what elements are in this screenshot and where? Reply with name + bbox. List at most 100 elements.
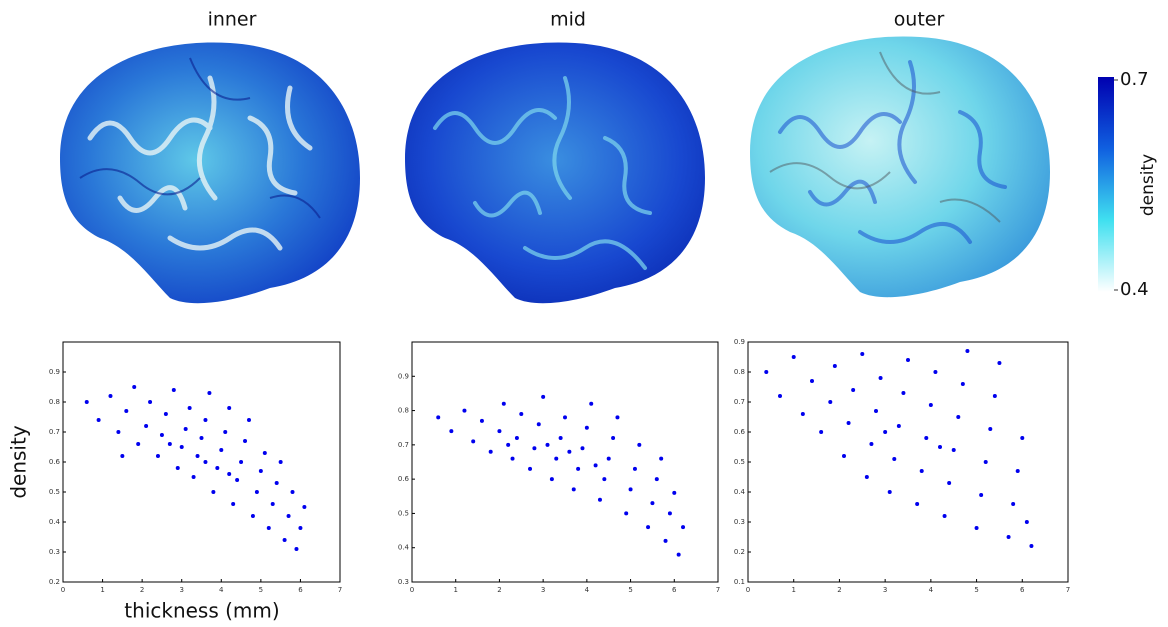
point bbox=[800, 412, 805, 416]
y-tick-label: 0.6 bbox=[734, 428, 746, 436]
point bbox=[584, 425, 589, 430]
point bbox=[1015, 469, 1020, 473]
point bbox=[270, 502, 275, 506]
point bbox=[676, 552, 681, 557]
point bbox=[571, 487, 576, 492]
point bbox=[246, 418, 251, 422]
y-tick-label: 0.8 bbox=[49, 398, 60, 406]
point bbox=[488, 449, 493, 454]
x-tick-label: 0 bbox=[410, 586, 414, 594]
point bbox=[606, 456, 611, 461]
point bbox=[479, 418, 484, 423]
y-tick-label: 0.4 bbox=[398, 544, 410, 552]
point bbox=[654, 477, 659, 482]
point bbox=[144, 424, 149, 428]
point bbox=[933, 370, 938, 374]
point bbox=[869, 442, 874, 446]
point bbox=[659, 456, 664, 461]
y-tick-label: 0.9 bbox=[734, 338, 745, 346]
x-tick-label: 3 bbox=[179, 586, 183, 594]
point bbox=[906, 358, 910, 362]
x-tick-label: 7 bbox=[338, 586, 342, 594]
point bbox=[810, 379, 814, 383]
point bbox=[597, 497, 602, 502]
point bbox=[298, 526, 303, 530]
y-tick-label: 0.6 bbox=[398, 475, 410, 483]
point bbox=[148, 400, 153, 404]
y-tick-label: 0.3 bbox=[398, 578, 409, 586]
y-tick-label: 0.3 bbox=[49, 548, 60, 556]
y-tick-label: 0.7 bbox=[49, 428, 60, 436]
point bbox=[1029, 544, 1034, 548]
y-tick-label: 0.7 bbox=[734, 398, 745, 406]
point bbox=[471, 439, 476, 444]
point bbox=[159, 433, 164, 437]
point bbox=[219, 448, 224, 452]
colorbar bbox=[1098, 77, 1114, 292]
colorbar-tick-label: 0.4 bbox=[1120, 279, 1149, 300]
point bbox=[290, 490, 295, 494]
point bbox=[979, 493, 984, 497]
point bbox=[1020, 436, 1025, 440]
point bbox=[116, 430, 121, 434]
point bbox=[545, 442, 550, 447]
point bbox=[203, 460, 208, 464]
point bbox=[124, 409, 129, 413]
point bbox=[179, 445, 184, 449]
point bbox=[924, 436, 929, 440]
point bbox=[274, 481, 279, 485]
x-tick-label: 2 bbox=[837, 586, 841, 594]
point bbox=[231, 502, 236, 506]
point bbox=[576, 466, 581, 471]
point bbox=[681, 525, 686, 530]
point bbox=[302, 505, 307, 509]
point bbox=[832, 364, 837, 368]
point bbox=[215, 466, 220, 470]
x-tick-label: 0 bbox=[61, 586, 65, 594]
point bbox=[965, 349, 970, 353]
point bbox=[163, 412, 168, 416]
point bbox=[860, 352, 865, 356]
point bbox=[646, 525, 651, 530]
point bbox=[956, 415, 961, 419]
point bbox=[243, 439, 248, 443]
point bbox=[974, 526, 979, 530]
plot-frame bbox=[62, 341, 341, 583]
point bbox=[624, 511, 629, 516]
point bbox=[175, 466, 180, 470]
point bbox=[227, 472, 232, 476]
point bbox=[672, 490, 677, 495]
point bbox=[628, 487, 633, 492]
x-tick-label: 0 bbox=[746, 586, 750, 594]
point bbox=[928, 403, 933, 407]
point bbox=[536, 422, 541, 427]
point bbox=[497, 429, 502, 434]
point bbox=[195, 454, 200, 458]
x-tick-label: 5 bbox=[259, 586, 263, 594]
x-tick-label: 5 bbox=[628, 586, 632, 594]
scatter-points bbox=[436, 394, 686, 557]
point bbox=[915, 502, 920, 506]
point bbox=[593, 463, 598, 468]
point bbox=[558, 436, 563, 440]
x-tick-label: 6 bbox=[298, 586, 303, 594]
point bbox=[650, 501, 655, 506]
point bbox=[1006, 535, 1011, 539]
point bbox=[632, 466, 637, 471]
x-tick-label: 6 bbox=[672, 586, 677, 594]
panel-title: mid bbox=[550, 9, 586, 31]
y-tick-label: 0.5 bbox=[398, 509, 409, 517]
point bbox=[992, 394, 997, 398]
y-tick-label: 0.3 bbox=[734, 518, 745, 526]
point bbox=[239, 460, 244, 464]
point bbox=[136, 442, 141, 446]
point bbox=[449, 429, 454, 434]
point bbox=[846, 421, 851, 425]
y-tick-label: 0.5 bbox=[734, 458, 745, 466]
point bbox=[887, 490, 892, 494]
point bbox=[183, 427, 188, 431]
point bbox=[960, 382, 965, 386]
point bbox=[532, 446, 537, 451]
y-tick-label: 0.5 bbox=[49, 488, 60, 496]
point bbox=[132, 385, 137, 389]
